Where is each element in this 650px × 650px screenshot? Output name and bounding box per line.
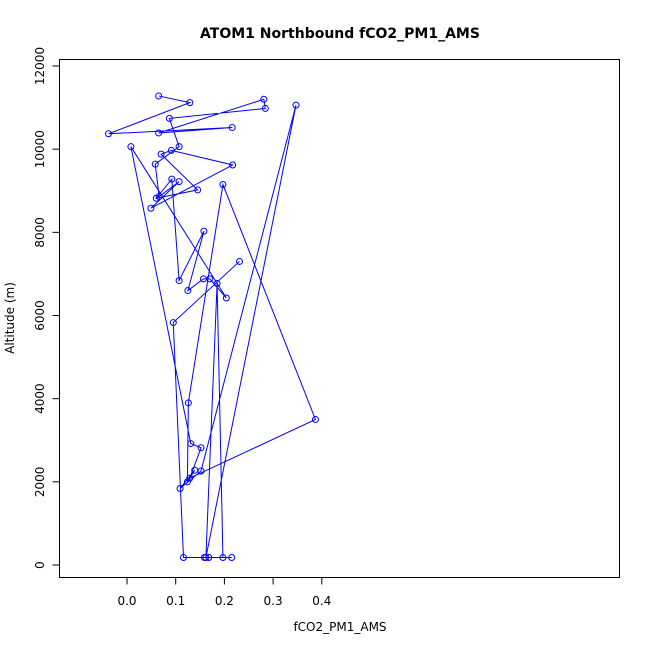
x-tick-label: 0.2 <box>215 594 234 608</box>
y-axis-label: Altitude (m) <box>3 282 17 354</box>
data-point <box>175 143 183 151</box>
data-point <box>229 161 237 169</box>
data-point <box>175 178 183 186</box>
data-point <box>165 114 173 122</box>
data-point <box>169 319 177 327</box>
data-point <box>152 194 160 202</box>
y-tick-label: 2000 <box>33 467 47 498</box>
data-point <box>157 150 165 158</box>
data-point <box>184 399 192 407</box>
data-point <box>127 143 135 151</box>
x-tick-label: 0.1 <box>166 594 185 608</box>
data-point <box>187 440 195 448</box>
data-point <box>228 124 236 132</box>
data-point <box>197 444 205 452</box>
data-point <box>151 160 159 168</box>
data-point <box>168 175 176 183</box>
data-point <box>219 181 227 189</box>
x-axis: 0.0 0.1 0.2 0.3 0.4 <box>117 577 331 608</box>
x-axis-label: fCO2_PM1_AMS <box>293 620 386 634</box>
data-point <box>200 554 208 562</box>
data-point <box>184 287 192 295</box>
data-point <box>175 277 183 285</box>
y-tick-label: 0 <box>33 561 47 569</box>
data-point <box>197 467 205 475</box>
y-tick-label: 12000 <box>33 47 47 85</box>
data-point <box>235 257 243 265</box>
y-tick-label: 10000 <box>33 130 47 168</box>
y-axis: 0 2000 4000 6000 8000 10000 12000 <box>33 47 60 569</box>
data-point <box>176 484 184 492</box>
data-point <box>228 554 236 562</box>
data-point <box>206 275 214 283</box>
data-point <box>260 95 268 103</box>
data-point <box>147 204 155 212</box>
y-tick-label: 4000 <box>33 383 47 414</box>
data-point <box>222 294 230 302</box>
x-tick-label: 0.0 <box>117 594 136 608</box>
data-point <box>261 104 269 112</box>
data-point <box>205 554 213 562</box>
data-point <box>104 130 112 138</box>
data-point <box>213 279 221 287</box>
data-point <box>179 554 187 562</box>
data-point <box>155 129 163 137</box>
series-layer <box>104 92 319 562</box>
chart-title: ATOM1 Northbound fCO2_PM1_AMS <box>200 26 480 42</box>
y-tick-label: 8000 <box>33 217 47 248</box>
data-point <box>200 227 208 235</box>
data-point <box>186 99 194 107</box>
data-point <box>292 101 300 109</box>
data-point <box>194 186 202 194</box>
y-tick-label: 6000 <box>33 300 47 331</box>
x-tick-label: 0.3 <box>264 594 283 608</box>
data-point <box>155 92 163 100</box>
data-point <box>311 415 319 423</box>
x-tick-label: 0.4 <box>312 594 331 608</box>
data-point <box>183 478 191 486</box>
data-point <box>167 146 175 154</box>
data-point <box>219 554 227 562</box>
